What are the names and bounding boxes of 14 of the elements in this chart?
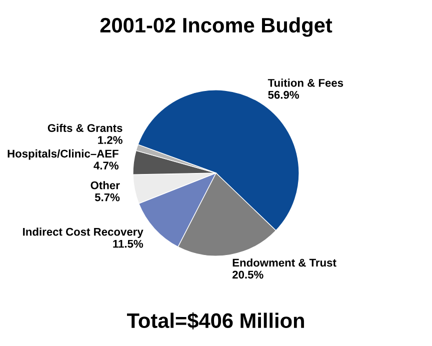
slice-label: Hospitals/Clinic–AEF (8, 149, 118, 160)
chart-title: 2001-02 Income Budget (100, 17, 332, 37)
text: Total=$406 Million (127, 312, 304, 330)
slice-label: Indirect Cost Recovery (23, 228, 144, 238)
data-label: 1.2% (98, 136, 122, 144)
data-label: 20.5% (232, 270, 264, 279)
data-label: 11.5% (113, 240, 144, 248)
data-label: 5.7% (94, 193, 120, 202)
data-label: 4.7% (94, 162, 119, 170)
data-label: 56.9% (268, 90, 300, 99)
slice-label: Other (90, 181, 120, 190)
slice-label: Gifts & Grants (48, 124, 122, 132)
slice-label: Endowment & Trust (232, 258, 336, 267)
slice-label: Tuition & Fees (268, 78, 344, 87)
